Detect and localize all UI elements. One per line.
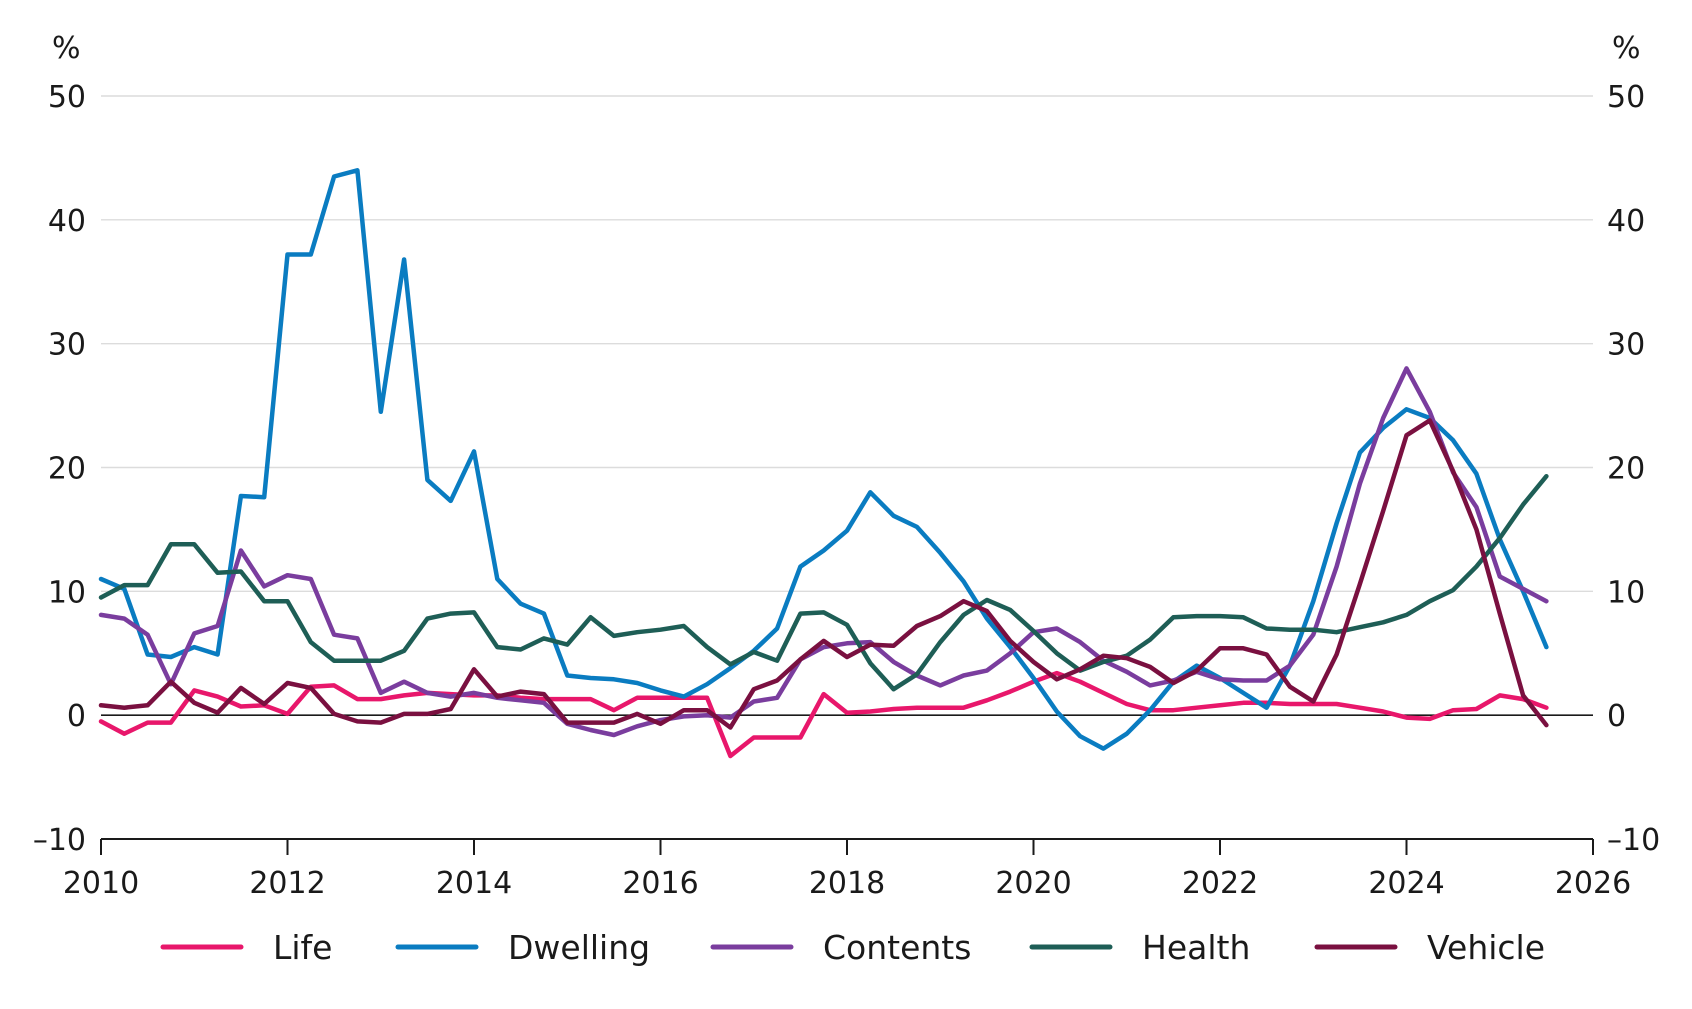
y-tick-label-right: 0 [1607, 699, 1626, 734]
series-line-dwelling [98, 168, 1549, 751]
x-tick-label: 2012 [249, 866, 325, 901]
gridlines [101, 95, 1593, 593]
x-tick-label: 2026 [1555, 866, 1631, 901]
series-lines [98, 168, 1549, 759]
series-line-vehicle [98, 418, 1549, 730]
x-tick-label: 2022 [1182, 866, 1258, 901]
y-tick-label-left: 50 [48, 80, 86, 115]
legend-label-life: Life [273, 928, 332, 967]
x-tick-label: 2024 [1368, 866, 1444, 901]
series-line-contents [98, 366, 1549, 738]
x-tick-label: 2018 [809, 866, 885, 901]
y-tick-label-left: 20 [48, 452, 86, 487]
y-tick-label-right: 40 [1607, 204, 1645, 239]
y-tick-label-right: 30 [1607, 328, 1645, 363]
x-tick-label: 2010 [63, 866, 139, 901]
y-tick-label-left: 0 [67, 699, 86, 734]
y-tick-label-right: 20 [1607, 452, 1645, 487]
legend-label-dwelling: Dwelling [508, 928, 650, 967]
x-tick-label: 2020 [995, 866, 1071, 901]
y-tick-label-right: 10 [1607, 575, 1645, 610]
y-unit-left: % [52, 31, 81, 66]
legend-label-health: Health [1142, 928, 1250, 967]
y-tick-label-left: 40 [48, 204, 86, 239]
y-tick-label-right: 50 [1607, 80, 1645, 115]
y-tick-label-left: –10 [33, 823, 86, 858]
y-tick-label-left: 10 [48, 575, 86, 610]
legend-label-vehicle: Vehicle [1427, 928, 1545, 967]
legend: Life Dwelling Contents Health Vehicle [160, 928, 1545, 967]
y-tick-label-left: 30 [48, 328, 86, 363]
x-tick-label: 2016 [622, 866, 698, 901]
series-line-health [98, 473, 1549, 692]
y-tick-label-right: –10 [1607, 823, 1660, 858]
x-tick-label: 2014 [436, 866, 512, 901]
series-line-life [98, 670, 1549, 759]
legend-label-contents: Contents [823, 928, 971, 967]
y-unit-right: % [1612, 31, 1641, 66]
